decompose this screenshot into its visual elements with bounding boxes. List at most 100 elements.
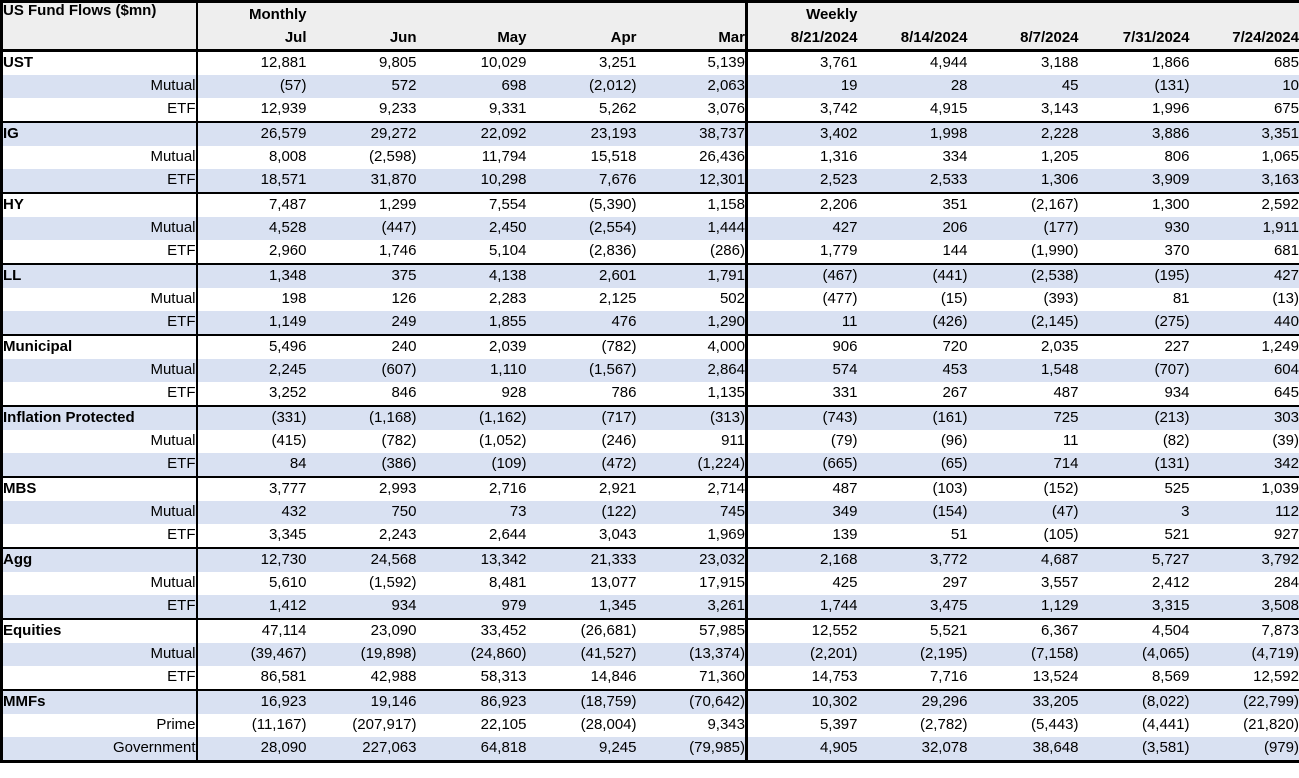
table-row-mbs: MBS 3,777 2,993 2,716 2,921 2,714 487 (103) (152… xyxy=(1,476,1299,501)
value-cell: (39,467) xyxy=(196,643,307,666)
subcategory-cell: Mutual xyxy=(1,643,198,666)
value-cell: 5,262 xyxy=(598,100,637,118)
column-header-jun: Jun xyxy=(306,27,417,51)
value-cell: 930 xyxy=(1078,217,1190,240)
value-cell: 22,092 xyxy=(416,121,527,146)
value-cell: 10 xyxy=(1189,75,1299,98)
value-cell: (393) xyxy=(1043,290,1079,308)
value-cell: 38,737 xyxy=(636,121,748,146)
value-cell: 525 xyxy=(1078,476,1190,501)
value-cell: 502 xyxy=(636,288,748,311)
value-cell: 10,302 xyxy=(746,689,858,714)
subcategory-cell: Mutual xyxy=(1,572,198,595)
value-cell: 342 xyxy=(1189,453,1299,477)
value-cell: 4,687 xyxy=(967,547,1079,572)
category-cell: HY xyxy=(1,192,198,217)
value-cell: 1,996 xyxy=(1151,100,1190,118)
subcategory-cell: Government xyxy=(1,737,198,762)
value-cell: 5,610 xyxy=(268,574,307,592)
value-cell: 4,915 xyxy=(929,100,968,118)
value-cell: (11,167) xyxy=(251,716,307,734)
value-cell: 604 xyxy=(1189,359,1299,382)
value-cell: 1,548 xyxy=(967,359,1079,382)
value-cell: (26,681) xyxy=(526,618,637,643)
value-cell: 3 xyxy=(1078,501,1190,524)
value-cell: 1,791 xyxy=(636,263,748,288)
subcategory-cell: ETF xyxy=(1,595,198,619)
value-cell: 750 xyxy=(306,501,417,524)
value-cell: (2,195) xyxy=(857,643,968,666)
value-cell: 3,076 xyxy=(636,98,748,122)
header-columns-row: Jul Jun May Apr Mar 8/21/2024 8/14/2024 … xyxy=(2,27,1299,51)
subcategory-cell: Mutual xyxy=(1,146,198,169)
value-cell: 9,805 xyxy=(306,49,417,75)
value-cell: 7,554 xyxy=(416,192,527,217)
value-cell: 1,135 xyxy=(636,382,748,406)
value-cell: 1,316 xyxy=(819,148,858,166)
value-cell: 806 xyxy=(1164,148,1190,166)
category-cell: Inflation Protected xyxy=(1,405,198,430)
table-row-ig-mutual: Mutual 8,008 (2,598) 11,794 15,518 26,436 1,31… xyxy=(1,146,1299,169)
value-cell: 51 xyxy=(950,526,968,544)
subcategory-cell: Mutual xyxy=(1,359,198,382)
value-cell: 2,243 xyxy=(378,526,417,544)
value-cell: 3,761 xyxy=(746,49,858,75)
value-cell: 645 xyxy=(1273,384,1299,402)
value-cell: (8,022) xyxy=(1078,689,1190,714)
table-row-hy: HY 7,487 1,299 7,554 (5,390) 1,158 2,206 351 (2,… xyxy=(1,192,1299,217)
value-cell: (39) xyxy=(1272,432,1299,450)
value-cell: 284 xyxy=(1273,574,1299,592)
value-cell: 12,592 xyxy=(1253,668,1299,686)
value-cell: 15,518 xyxy=(590,148,637,166)
value-cell: 28 xyxy=(857,75,968,98)
table-row-ll-etf: ETF 1,149 249 1,855 476 1,290 11 (426) (2,145) (2… xyxy=(1,311,1299,335)
value-cell: 3,792 xyxy=(1189,547,1299,572)
value-cell: (4,065) xyxy=(1078,643,1190,666)
value-cell: 12,730 xyxy=(196,547,307,572)
value-cell: 3,043 xyxy=(598,526,637,544)
value-cell: 29,296 xyxy=(857,689,968,714)
value-cell: 351 xyxy=(857,192,968,217)
value-cell: (7,158) xyxy=(967,643,1079,666)
value-cell: (207,917) xyxy=(352,716,417,734)
value-cell: (15) xyxy=(940,290,968,308)
value-cell: (331) xyxy=(196,405,307,430)
value-cell: 73 xyxy=(416,501,527,524)
value-cell: 440 xyxy=(1189,311,1299,335)
value-cell: (195) xyxy=(1078,263,1190,288)
value-cell: 1,039 xyxy=(1189,476,1299,501)
value-cell: 1,249 xyxy=(1189,334,1299,359)
header-spacer xyxy=(306,1,637,27)
value-cell: 2,228 xyxy=(967,121,1079,146)
value-cell: (2,782) xyxy=(919,716,968,734)
value-cell: 2,993 xyxy=(306,476,417,501)
value-cell: (28,004) xyxy=(580,716,637,734)
subcategory-cell: Mutual xyxy=(1,430,198,453)
value-cell: 2,039 xyxy=(416,334,527,359)
value-cell: 23,032 xyxy=(636,547,748,572)
header-spacer xyxy=(636,1,748,27)
value-cell: (47) xyxy=(967,501,1079,524)
value-cell: 1,149 xyxy=(196,311,307,335)
table-row-municipal: Municipal 5,496 240 2,039 (782) 4,000 906 720 2,… xyxy=(1,334,1299,359)
value-cell: 2,644 xyxy=(488,526,527,544)
value-cell: 928 xyxy=(501,384,527,402)
table-row-hy-etf: ETF 2,960 1,746 5,104 (2,836) (286) 1,779 144 (1… xyxy=(1,240,1299,264)
value-cell: (743) xyxy=(746,405,858,430)
table-body: UST 12,881 9,805 10,029 3,251 5,139 3,761 4,944… xyxy=(1,49,1299,762)
value-cell: 1,299 xyxy=(306,192,417,217)
subcategory-cell: Mutual xyxy=(1,288,198,311)
value-cell: 3,163 xyxy=(1189,169,1299,193)
value-cell: (18,759) xyxy=(526,689,637,714)
table-row-inflation-protected: Inflation Protected (331) (1,168) (1,162) (7… xyxy=(1,405,1299,430)
value-cell: 4,905 xyxy=(746,737,858,762)
value-cell: 1,779 xyxy=(819,242,858,260)
column-header-mar: Mar xyxy=(636,27,748,51)
value-cell: 297 xyxy=(942,574,968,592)
value-cell: 139 xyxy=(832,526,858,544)
value-cell: 427 xyxy=(1189,263,1299,288)
value-cell: 725 xyxy=(967,405,1079,430)
value-cell: (79,985) xyxy=(636,737,748,762)
value-cell: (13,374) xyxy=(636,643,748,666)
value-cell: 3,345 xyxy=(268,526,307,544)
